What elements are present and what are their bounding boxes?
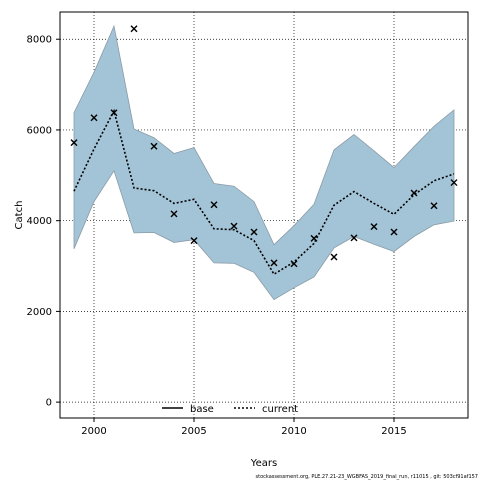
x-tick-label: 2010: [281, 426, 306, 437]
y-tick-label: 0: [46, 398, 52, 409]
y-axis: 0 2000 4000 6000 8000: [27, 35, 60, 409]
observed-point: [370, 223, 378, 231]
legend: base current: [162, 404, 298, 415]
observed-point: [250, 228, 258, 236]
x-axis: 2000 2005 2010 2015: [81, 418, 407, 437]
observed-point: [150, 142, 158, 150]
observed-point: [70, 139, 78, 147]
y-tick-label: 2000: [27, 307, 52, 318]
x-tick-label: 2000: [81, 426, 106, 437]
observed-point: [270, 259, 278, 267]
observed-point: [210, 201, 218, 209]
observed-point: [450, 179, 458, 187]
x-axis-title: Years: [250, 458, 277, 469]
confidence-band: [73, 24, 455, 301]
observed-point: [110, 109, 118, 117]
legend-current-label: current: [262, 404, 298, 415]
y-axis-title: Catch: [14, 201, 25, 230]
observed-point: [330, 253, 338, 261]
observed-point: [310, 234, 318, 242]
x-tick-label: 2015: [381, 426, 406, 437]
observed-point: [290, 260, 298, 268]
plot-frame: [59, 11, 469, 419]
footnote: stockassessment.org, PLE.27.21-23_WGBFAS…: [256, 474, 478, 480]
observed-point: [130, 25, 138, 33]
current-series-line: [73, 108, 455, 276]
x-tick-label: 2005: [181, 426, 206, 437]
observed-point: [430, 202, 438, 210]
observed-point: [90, 114, 98, 122]
observed-point: [230, 222, 238, 230]
observed-point: [190, 237, 198, 245]
observed-point: [390, 228, 398, 236]
y-tick-label: 8000: [27, 35, 52, 46]
y-tick-label: 6000: [27, 125, 52, 136]
observed-point: [410, 189, 418, 197]
observed-markers: [70, 25, 458, 268]
observed-point: [170, 210, 178, 218]
legend-base-label: base: [190, 404, 214, 415]
observed-point: [350, 234, 358, 242]
y-tick-label: 4000: [27, 216, 52, 227]
